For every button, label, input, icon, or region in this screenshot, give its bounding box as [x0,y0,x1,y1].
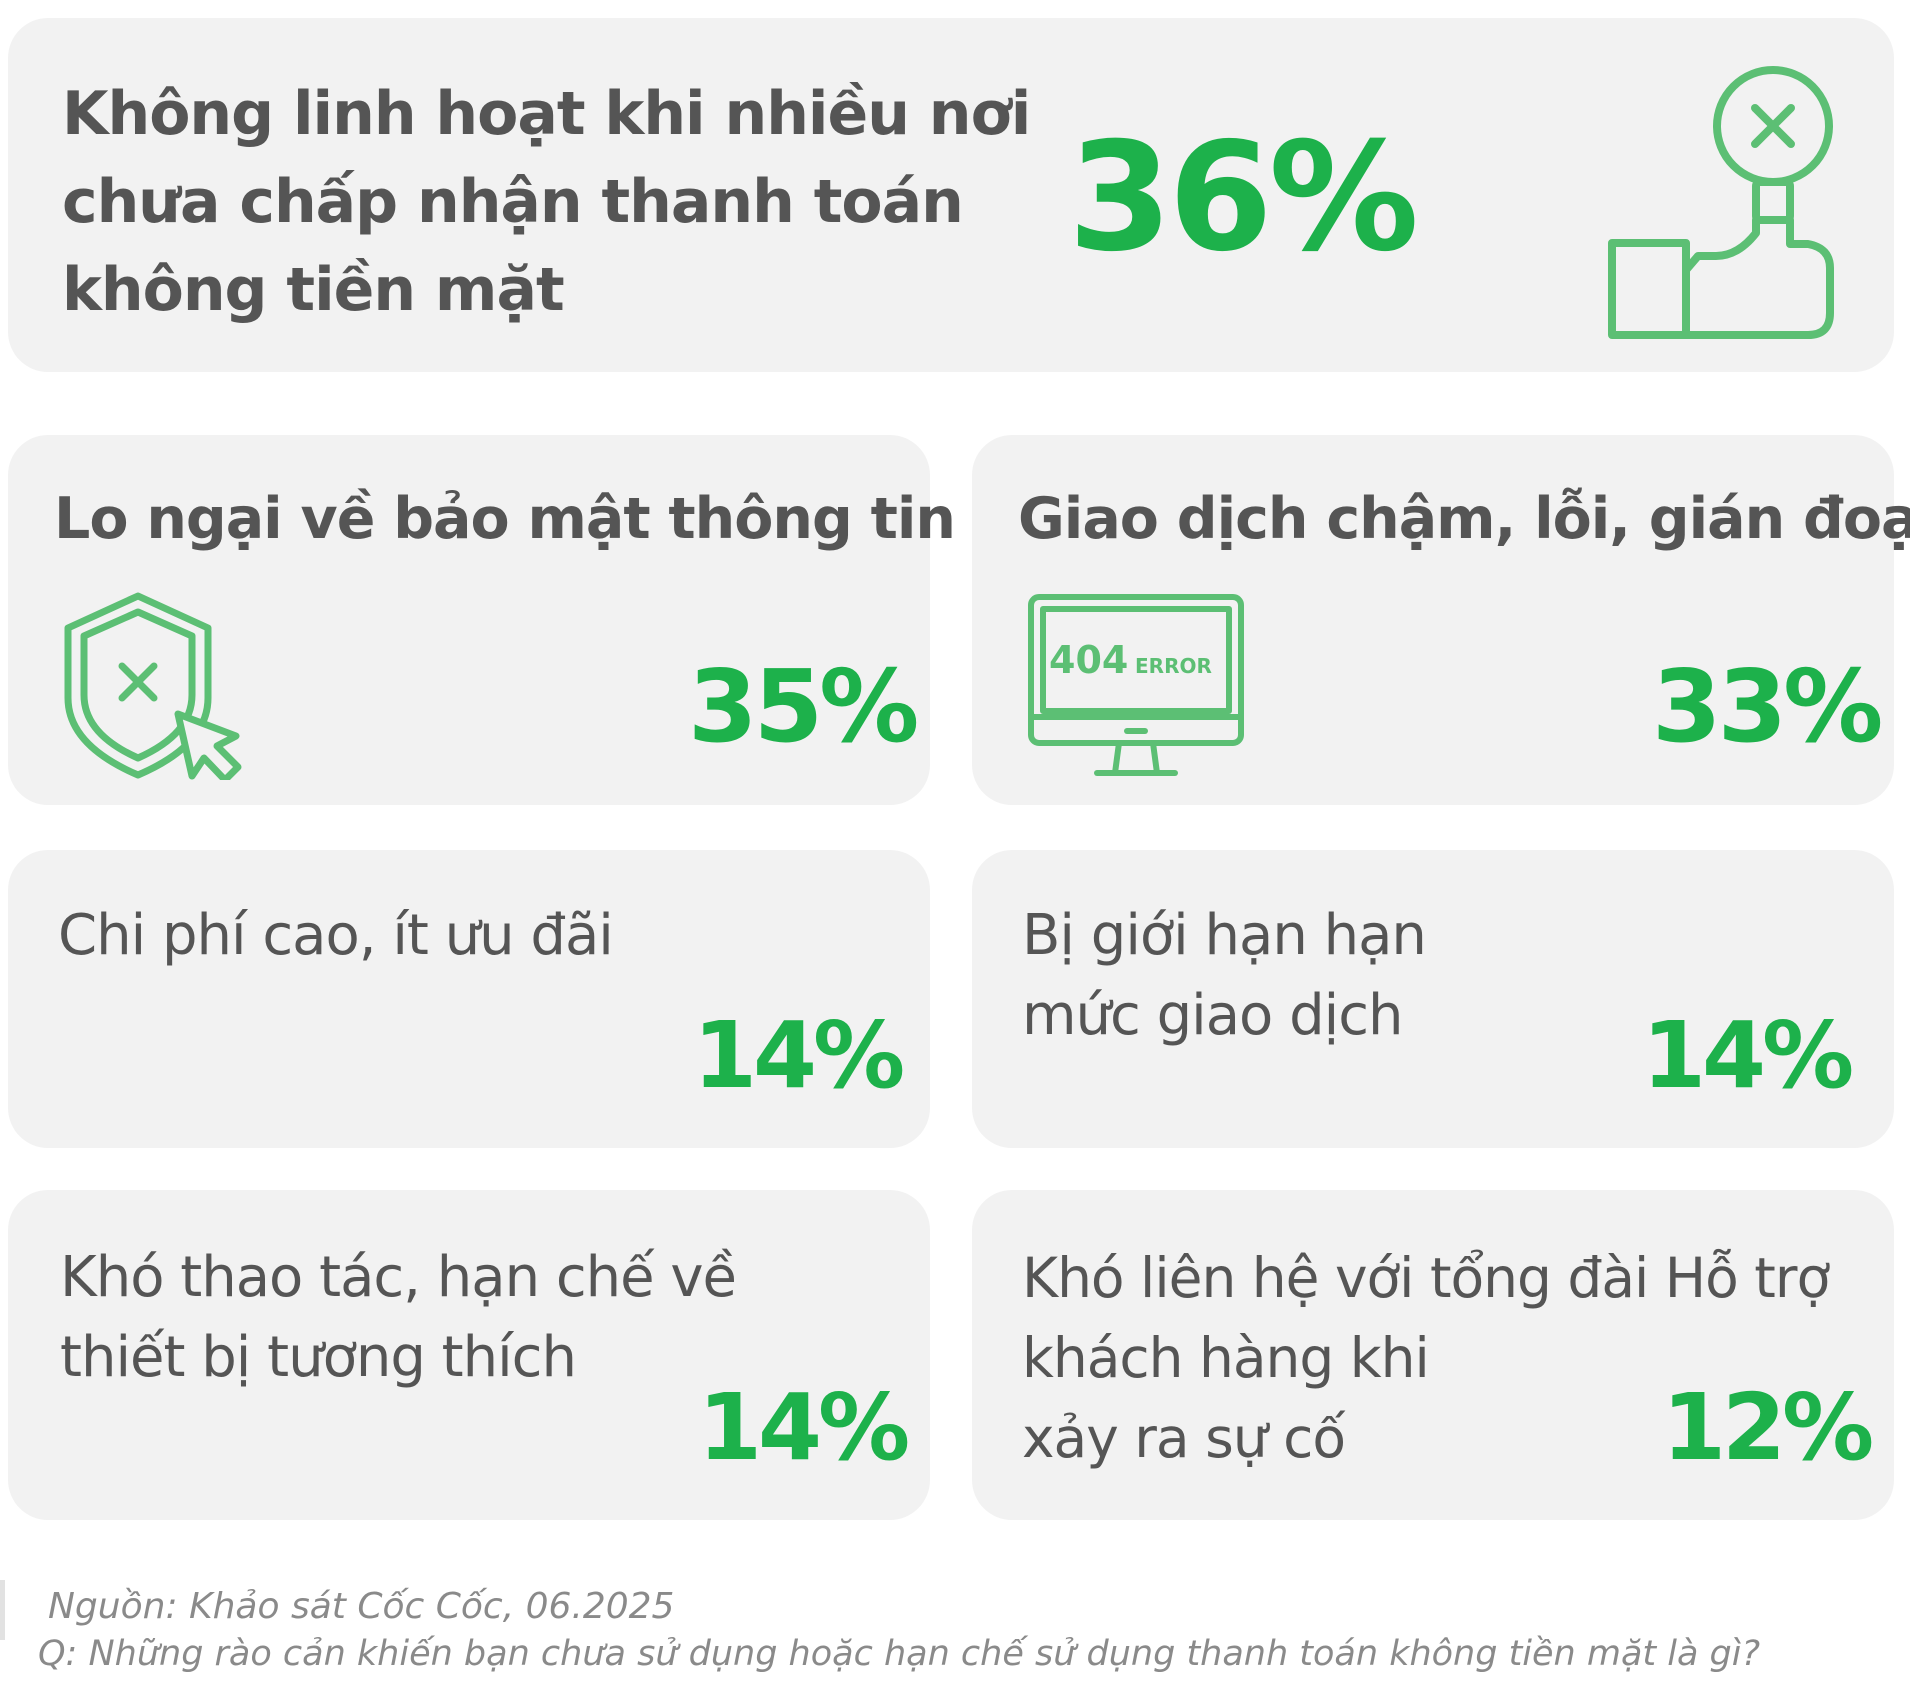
percent-value: 14% [1642,1002,1854,1109]
card-title-line: Khó liên hệ với tổng đài Hỗ trợ [1022,1246,1830,1310]
percent-value: 35% [688,648,919,765]
card-title-line: Bị giới hạn hạn [1022,903,1427,968]
card-security: Lo ngại về bảo mật thông tin 35% [8,435,956,805]
percent-value: 12% [1662,1374,1874,1481]
card-title: Giao dịch chậm, lỗi, gián đoạn [1018,486,1910,552]
card-inflexible: Không linh hoạt khi nhiều nơi chưa chấp … [8,18,1894,372]
card-title: Bị giới hạn hạn mức giao dịch [1022,896,1427,1056]
percent-value: 14% [698,1374,910,1481]
card-title: Chi phí cao, ít ưu đãi [58,903,614,968]
card-title-line: mức giao dịch [1022,983,1404,1048]
percent-value: 33% [1652,648,1883,765]
card-title: Không linh hoạt khi nhiều nơi chưa chấp … [62,70,1042,334]
card-title: Khó liên hệ với tổng đài Hỗ trợ khách hà… [1022,1238,1830,1478]
card-title-line: khách hàng khi [1022,1326,1430,1390]
card-title-line: không tiền mặt [62,255,565,325]
card-title: Khó thao tác, hạn chế về thiết bị tương … [60,1238,737,1398]
icon-label: ERROR [1135,654,1212,678]
card-high-cost: Chi phí cao, ít ưu đãi 14% [8,850,930,1148]
card-transaction-errors: Giao dịch chậm, lỗi, gián đoạn 404 ERROR… [972,435,1910,805]
card-transaction-limit: Bị giới hạn hạn mức giao dịch 14% [972,850,1894,1148]
icon-label: 404 [1049,638,1128,682]
footer-source: Nguồn: Khảo sát Cốc Cốc, 06.2025 [48,1586,675,1627]
percent-value: 14% [693,1002,905,1109]
card-device-compat: Khó thao tác, hạn chế về thiết bị tương … [8,1190,930,1520]
card-title-line: Khó thao tác, hạn chế về [60,1245,737,1310]
card-title-line: thiết bị tương thích [60,1325,577,1390]
card-title-line: xảy ra sự cố [1022,1406,1346,1470]
card-title-line: chưa chấp nhận thanh toán [62,167,964,237]
percent-value: 36% [1068,111,1419,285]
card-title-line: Không linh hoạt khi nhiều nơi [62,79,1031,149]
card-title: Lo ngại về bảo mật thông tin [54,486,956,552]
footer-question: Q: Những rào cản khiến bạn chưa sử dụng … [38,1634,1761,1674]
footer-divider [0,1580,5,1640]
card-support-contact: Khó liên hệ với tổng đài Hỗ trợ khách hà… [972,1190,1894,1520]
